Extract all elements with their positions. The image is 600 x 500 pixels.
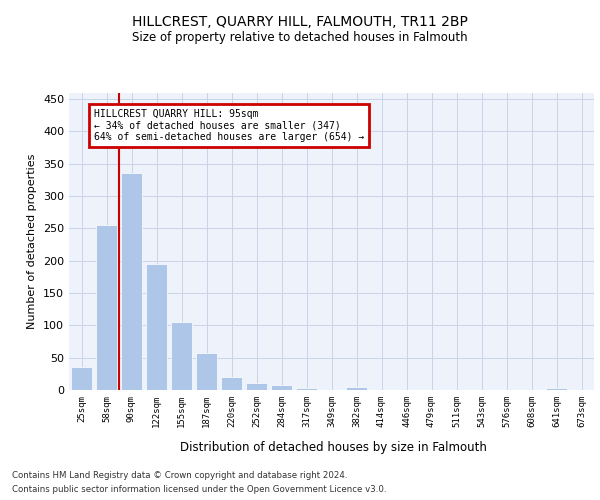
Bar	[246, 383, 267, 390]
Text: Distribution of detached houses by size in Falmouth: Distribution of detached houses by size …	[179, 441, 487, 454]
Bar	[71, 368, 92, 390]
Bar	[546, 388, 567, 390]
Bar	[121, 174, 142, 390]
Text: Contains HM Land Registry data © Crown copyright and database right 2024.: Contains HM Land Registry data © Crown c…	[12, 472, 347, 480]
Text: Size of property relative to detached houses in Falmouth: Size of property relative to detached ho…	[132, 31, 468, 44]
Text: HILLCREST QUARRY HILL: 95sqm
← 34% of detached houses are smaller (347)
64% of s: HILLCREST QUARRY HILL: 95sqm ← 34% of de…	[94, 108, 364, 142]
Bar	[221, 377, 242, 390]
Bar	[146, 264, 167, 390]
Bar	[296, 388, 317, 390]
Bar	[346, 388, 367, 390]
Y-axis label: Number of detached properties: Number of detached properties	[28, 154, 37, 329]
Bar	[96, 225, 117, 390]
Bar	[171, 322, 192, 390]
Text: HILLCREST, QUARRY HILL, FALMOUTH, TR11 2BP: HILLCREST, QUARRY HILL, FALMOUTH, TR11 2…	[132, 16, 468, 30]
Text: Contains public sector information licensed under the Open Government Licence v3: Contains public sector information licen…	[12, 484, 386, 494]
Bar	[196, 353, 217, 390]
Bar	[271, 386, 292, 390]
